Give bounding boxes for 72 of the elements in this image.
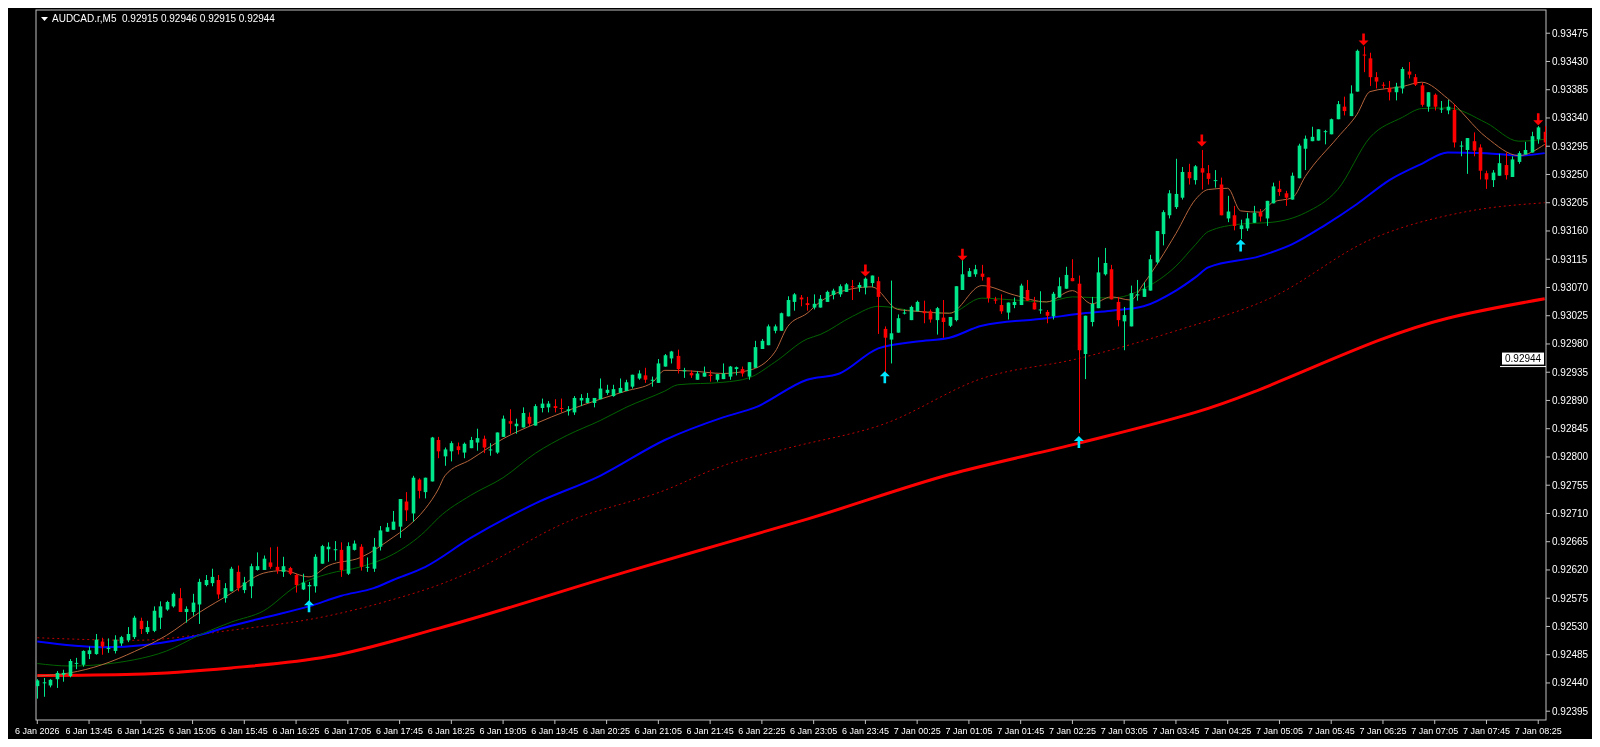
point	[1533, 113, 1544, 126]
candlestick	[889, 280, 894, 364]
y-tick-label: 0.92755	[1552, 479, 1589, 491]
x-tick-label: 6 Jan 2026	[15, 726, 60, 736]
x-tick-label: 6 Jan 20:25	[583, 726, 631, 736]
candlestick	[1200, 149, 1205, 191]
x-tick-label: 7 Jan 06:25	[1359, 726, 1407, 736]
y-tick-label: 0.92530	[1552, 620, 1589, 632]
x-tick-label: 7 Jan 03:45	[1152, 726, 1200, 736]
x-tick-label: 6 Jan 23:05	[790, 726, 838, 736]
x-tick-label: 7 Jan 05:05	[1255, 726, 1303, 736]
y-tick-label: 0.92665	[1552, 536, 1589, 548]
y-tick-label: 0.93430	[1552, 55, 1589, 67]
candlestick	[1206, 164, 1211, 186]
x-tick-label: 6 Jan 15:05	[169, 726, 217, 736]
x-tick-label: 6 Jan 21:05	[634, 726, 682, 736]
x-tick-label: 6 Jan 21:45	[686, 726, 734, 736]
y-tick-label: 0.92935	[1552, 366, 1589, 378]
y-tick-label: 0.93115	[1552, 253, 1588, 265]
y-tick-label: 0.93025	[1552, 310, 1589, 322]
x-tick-label: 6 Jan 22:25	[738, 726, 786, 736]
candlestick	[36, 678, 40, 700]
y-tick-label: 0.92890	[1552, 394, 1589, 406]
x-tick-label: 6 Jan 16:25	[272, 726, 320, 736]
ref-line-label: 0.92944	[1505, 353, 1542, 365]
y-tick-label: 0.93295	[1552, 140, 1589, 152]
point	[1073, 435, 1084, 448]
y-tick-label: 0.92575	[1552, 592, 1589, 604]
x-tick-label: 6 Jan 17:45	[376, 726, 424, 736]
x-tick-label: 6 Jan 17:05	[324, 726, 372, 736]
x-tick-label: 6 Jan 18:25	[427, 726, 475, 736]
candlestick	[268, 546, 273, 570]
y-tick-label: 0.92440	[1552, 677, 1589, 689]
y-tick-label: 0.93250	[1552, 168, 1589, 180]
x-tick-label: 6 Jan 15:45	[220, 726, 268, 736]
y-tick-label: 0.92395	[1552, 705, 1589, 717]
chart-title: AUDCAD.r,M5 0.92915 0.92946 0.92915 0.92944	[52, 13, 276, 24]
y-tick-label: 0.92800	[1552, 451, 1589, 463]
point	[957, 248, 968, 261]
x-tick-label: 7 Jan 05:45	[1307, 726, 1355, 736]
point	[1358, 33, 1369, 46]
y-tick-label: 0.92485	[1552, 649, 1589, 661]
y-tick-label: 0.92710	[1552, 507, 1589, 519]
y-tick-label: 0.92620	[1552, 564, 1589, 576]
point	[860, 264, 871, 277]
x-tick-label: 6 Jan 19:05	[479, 726, 527, 736]
y-tick-label: 0.93340	[1552, 112, 1589, 124]
y-tick-label: 0.92980	[1552, 338, 1589, 350]
y-tick-label: 0.92845	[1552, 423, 1589, 435]
x-tick-label: 7 Jan 07:45	[1462, 726, 1510, 736]
candlestick	[281, 556, 286, 578]
x-tick-label: 7 Jan 01:05	[945, 726, 993, 736]
candlestick	[475, 428, 480, 452]
x-tick-label: 6 Jan 23:45	[841, 726, 889, 736]
x-tick-label: 7 Jan 07:05	[1411, 726, 1459, 736]
x-tick-label: 6 Jan 13:45	[65, 726, 113, 736]
point	[1235, 239, 1246, 252]
y-tick-label: 0.93475	[1552, 27, 1589, 39]
x-tick-label: 7 Jan 02:25	[1048, 726, 1096, 736]
x-tick-label: 7 Jan 04:25	[1204, 726, 1252, 736]
y-tick-label: 0.93385	[1552, 84, 1589, 96]
x-tick-label: 7 Jan 03:05	[1100, 726, 1148, 736]
line-series	[36, 297, 1546, 677]
y-tick-label: 0.93205	[1552, 197, 1589, 209]
x-tick-label: 6 Jan 14:25	[117, 726, 165, 736]
x-tick-label: 7 Jan 08:25	[1514, 726, 1562, 736]
x-tick-label: 7 Jan 01:45	[997, 726, 1045, 736]
candlestick	[508, 408, 513, 435]
x-tick-label: 7 Jan 00:25	[893, 726, 941, 736]
y-tick-label: 0.93160	[1552, 225, 1589, 237]
x-tick-label: 6 Jan 19:45	[531, 726, 579, 736]
y-tick-label: 0.93070	[1552, 281, 1589, 293]
